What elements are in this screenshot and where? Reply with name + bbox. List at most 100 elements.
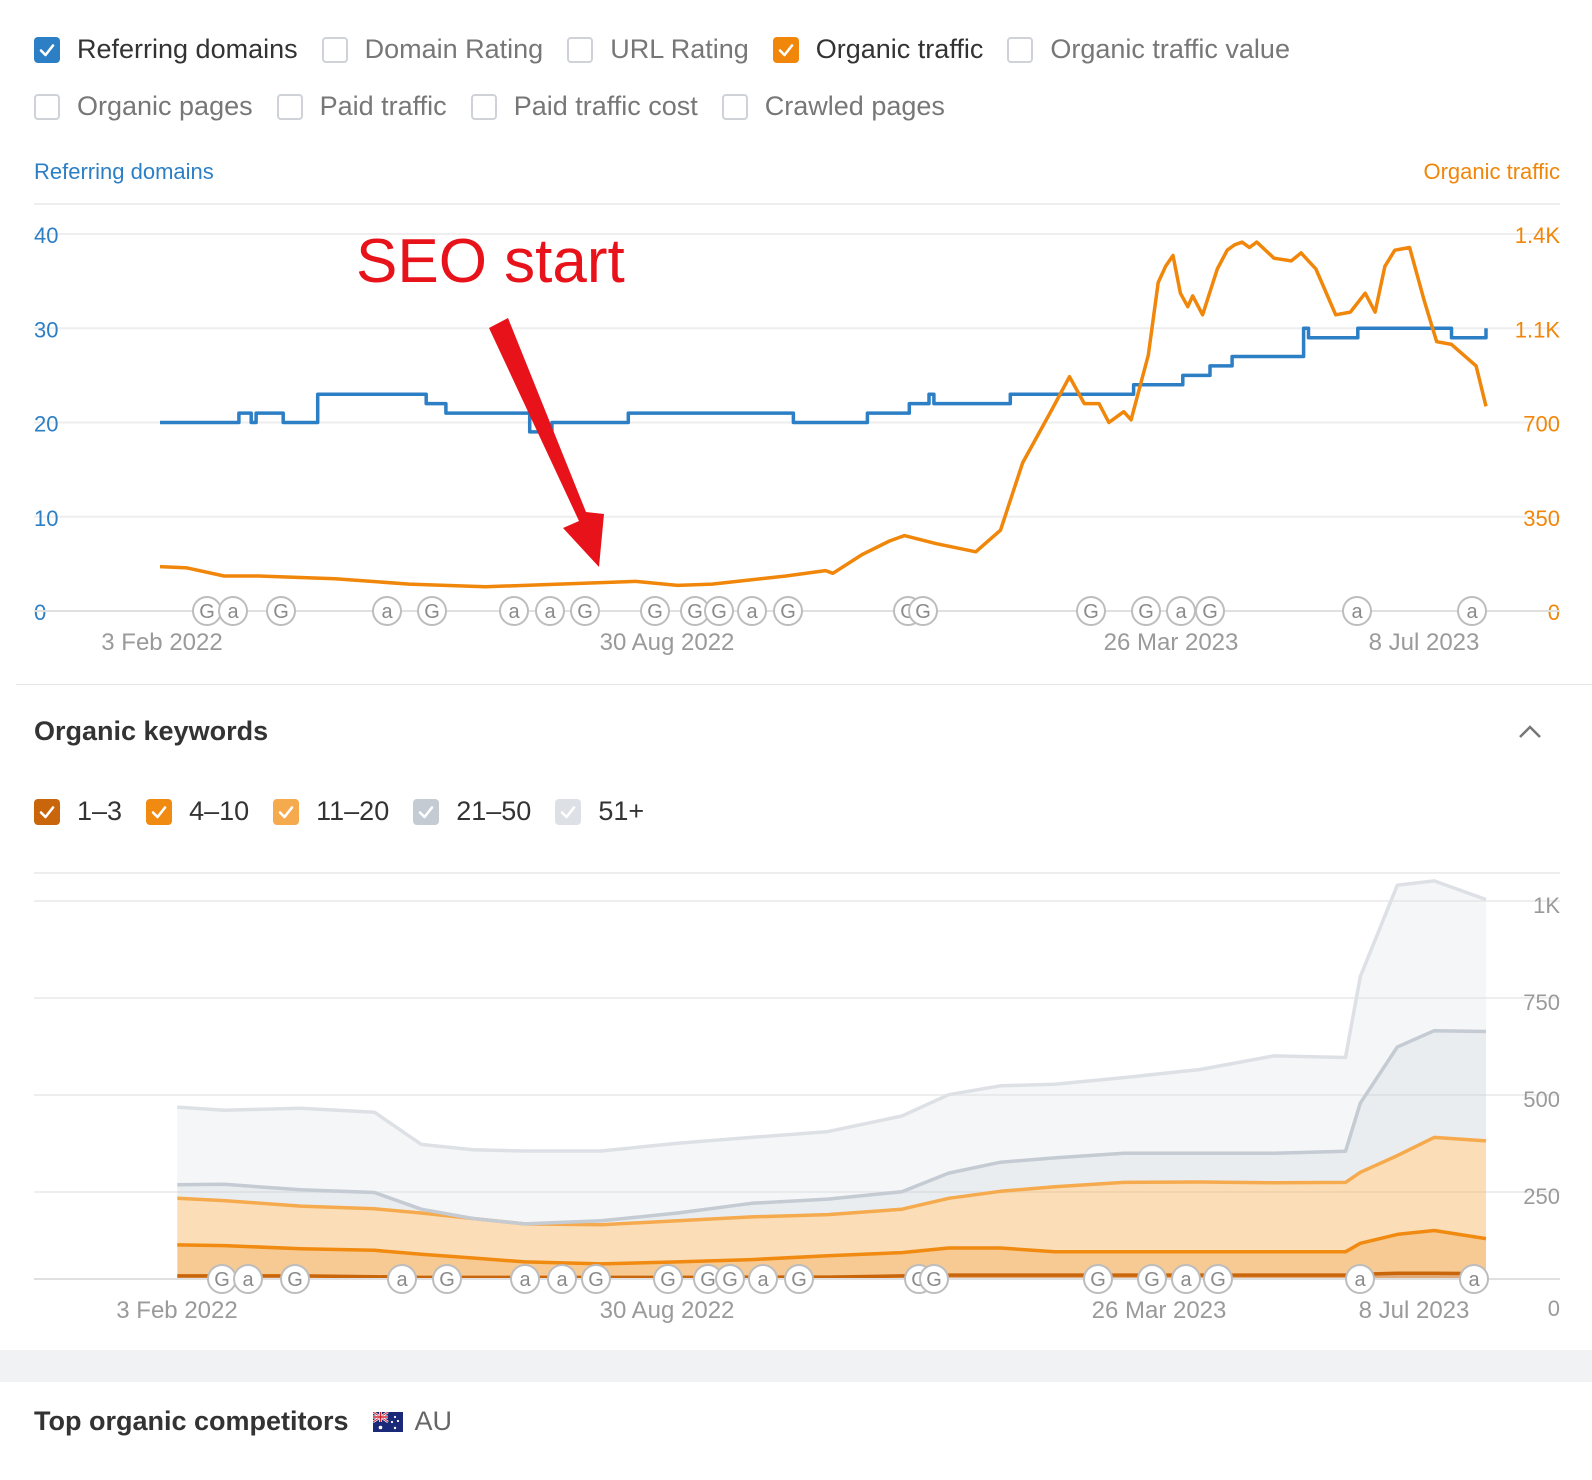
checkbox-unchecked-icon[interactable] xyxy=(721,93,748,120)
google-update-marker[interactable]: G xyxy=(570,596,600,626)
google-update-marker[interactable]: G xyxy=(919,1264,949,1294)
checkbox-organic-traffic-value[interactable]: Organic traffic value xyxy=(1007,34,1290,65)
google-update-marker[interactable]: G xyxy=(1083,1264,1113,1294)
checkbox-checked-icon[interactable] xyxy=(273,798,300,825)
annotation-marker-label: G xyxy=(687,601,703,623)
google-update-marker[interactable]: G xyxy=(192,596,222,626)
ahrefs-annotation-marker[interactable]: a xyxy=(218,596,248,626)
checkbox-unchecked-icon[interactable] xyxy=(567,36,594,63)
google-update-marker[interactable]: G xyxy=(640,596,670,626)
google-update-marker[interactable]: G xyxy=(1131,596,1161,626)
checkbox-unchecked-icon[interactable] xyxy=(1007,36,1034,63)
metric-checkbox-row-1: Referring domains Domain Rating URL Rating… xyxy=(34,34,1314,65)
ahrefs-annotation-marker[interactable]: a xyxy=(547,1264,577,1294)
checkbox-unchecked-icon[interactable] xyxy=(276,93,303,120)
annotation-marker-label: G xyxy=(287,1269,303,1291)
annotation-marker-label: a xyxy=(242,1269,254,1291)
google-update-marker[interactable]: G xyxy=(1195,596,1225,626)
google-update-marker[interactable]: G xyxy=(266,596,296,626)
checkbox-checked-icon[interactable] xyxy=(34,36,60,63)
google-update-marker[interactable]: G xyxy=(715,1264,745,1294)
annotation-marker-label: G xyxy=(577,601,593,623)
annotation-marker-label: G xyxy=(915,601,931,623)
checkbox-checked-icon[interactable] xyxy=(555,798,582,825)
ahrefs-annotation-marker[interactable]: a xyxy=(387,1264,417,1294)
filter-label: 4–10 xyxy=(189,796,250,826)
keyword-line-4-10[interactable] xyxy=(177,1228,1487,1266)
google-update-marker[interactable]: G xyxy=(784,1264,814,1294)
series-line-organic-traffic[interactable] xyxy=(159,240,1488,589)
checkbox-domain-rating[interactable]: Domain Rating xyxy=(321,34,543,65)
checkbox-unchecked-icon[interactable] xyxy=(34,93,60,120)
google-update-marker[interactable]: G xyxy=(581,1264,611,1294)
ahrefs-annotation-marker[interactable]: a xyxy=(535,596,565,626)
annotation-marker-label: a xyxy=(757,1269,769,1291)
checkbox-checked-icon[interactable] xyxy=(413,798,440,825)
chevron-up-icon[interactable] xyxy=(1516,718,1544,746)
ahrefs-annotation-marker[interactable]: a xyxy=(1345,1264,1375,1294)
checkbox-url-rating[interactable]: URL Rating xyxy=(567,34,749,65)
checkbox-crawled-pages[interactable]: Crawled pages xyxy=(721,91,945,122)
filter-position-21-50[interactable]: 21–50 xyxy=(413,796,531,827)
google-update-marker[interactable]: G xyxy=(908,596,938,626)
google-update-marker[interactable]: G xyxy=(773,596,803,626)
filter-position-4-10[interactable]: 4–10 xyxy=(146,796,249,827)
google-update-marker[interactable]: G xyxy=(1203,1264,1233,1294)
keyword-area-21-50 xyxy=(177,1030,1486,1225)
ahrefs-annotation-marker[interactable]: a xyxy=(1166,596,1196,626)
ahrefs-annotation-marker[interactable]: a xyxy=(1457,596,1487,626)
checkbox-label: URL Rating xyxy=(610,34,749,64)
series-line-referring-domains[interactable] xyxy=(160,326,1488,434)
ahrefs-annotation-marker[interactable]: a xyxy=(233,1264,263,1294)
google-update-marker[interactable]: G xyxy=(417,596,447,626)
y-right-tick-label: 1.4K xyxy=(1515,223,1561,248)
annotation-marker-label: a xyxy=(227,601,239,623)
annotation-marker-label: G xyxy=(780,601,796,623)
checkbox-unchecked-icon[interactable] xyxy=(470,93,497,120)
annotation-marker-label: a xyxy=(1466,601,1478,623)
google-update-marker[interactable]: G xyxy=(207,1264,237,1294)
checkbox-referring-domains[interactable]: Referring domains xyxy=(34,34,298,65)
checkbox-paid-traffic[interactable]: Paid traffic xyxy=(276,91,447,122)
keyword-line-11-20[interactable] xyxy=(177,1135,1487,1227)
google-update-marker[interactable]: G xyxy=(1076,596,1106,626)
ahrefs-annotation-marker[interactable]: a xyxy=(372,596,402,626)
google-update-marker[interactable]: G xyxy=(432,1264,462,1294)
google-update-marker[interactable]: G xyxy=(653,1264,683,1294)
checkbox-paid-traffic-cost[interactable]: Paid traffic cost xyxy=(470,91,698,122)
organic-keywords-title: Organic keywords xyxy=(34,716,269,746)
ahrefs-annotation-marker[interactable]: a xyxy=(737,596,767,626)
checkbox-unchecked-icon[interactable] xyxy=(321,36,348,63)
google-update-marker[interactable]: G xyxy=(704,596,734,626)
checkbox-checked-icon[interactable] xyxy=(34,798,60,825)
google-update-marker[interactable]: G xyxy=(1137,1264,1167,1294)
checkbox-label: Paid traffic cost xyxy=(513,91,698,121)
ahrefs-annotation-marker[interactable]: a xyxy=(510,1264,540,1294)
checkbox-organic-pages[interactable]: Organic pages xyxy=(34,91,253,122)
annotation-marker-label: a xyxy=(556,1269,568,1291)
google-update-marker[interactable]: G xyxy=(680,596,710,626)
checkbox-label: Organic traffic xyxy=(815,34,984,64)
google-update-marker[interactable]: G xyxy=(693,1264,723,1294)
checkbox-label: Paid traffic xyxy=(319,91,447,121)
traffic-domains-chart: 0 0 10 350 20 700 30 1.1K 40 1.4K Referring domain… xyxy=(34,159,1561,656)
ahrefs-annotation-marker[interactable]: a xyxy=(748,1264,778,1294)
keyword-line-21-50[interactable] xyxy=(177,1028,1487,1226)
ahrefs-annotation-marker[interactable]: a xyxy=(1459,1264,1489,1294)
ahrefs-annotation-marker[interactable]: a xyxy=(499,596,529,626)
filter-position-51[interactable]: 51+ xyxy=(555,796,644,827)
ahrefs-annotation-marker[interactable]: a xyxy=(1342,596,1372,626)
checkbox-checked-icon[interactable] xyxy=(146,798,173,825)
annotation-marker-label: G xyxy=(700,1269,716,1291)
filter-position-11-20[interactable]: 11–20 xyxy=(273,796,389,827)
checkbox-organic-traffic[interactable]: Organic traffic xyxy=(772,34,984,65)
checkbox-checked-icon[interactable] xyxy=(772,36,799,63)
y-tick-label: 0 xyxy=(1548,1296,1560,1321)
keyword-line-51[interactable] xyxy=(177,879,1487,1153)
keyword-area-11-20 xyxy=(177,1137,1486,1264)
filter-position-1-3[interactable]: 1–3 xyxy=(34,796,122,827)
google-update-marker[interactable]: G xyxy=(280,1264,310,1294)
ahrefs-annotation-marker[interactable]: a xyxy=(1171,1264,1201,1294)
annotation-marker-label: G xyxy=(588,1269,604,1291)
seo-start-annotation: SEO start xyxy=(356,227,625,296)
